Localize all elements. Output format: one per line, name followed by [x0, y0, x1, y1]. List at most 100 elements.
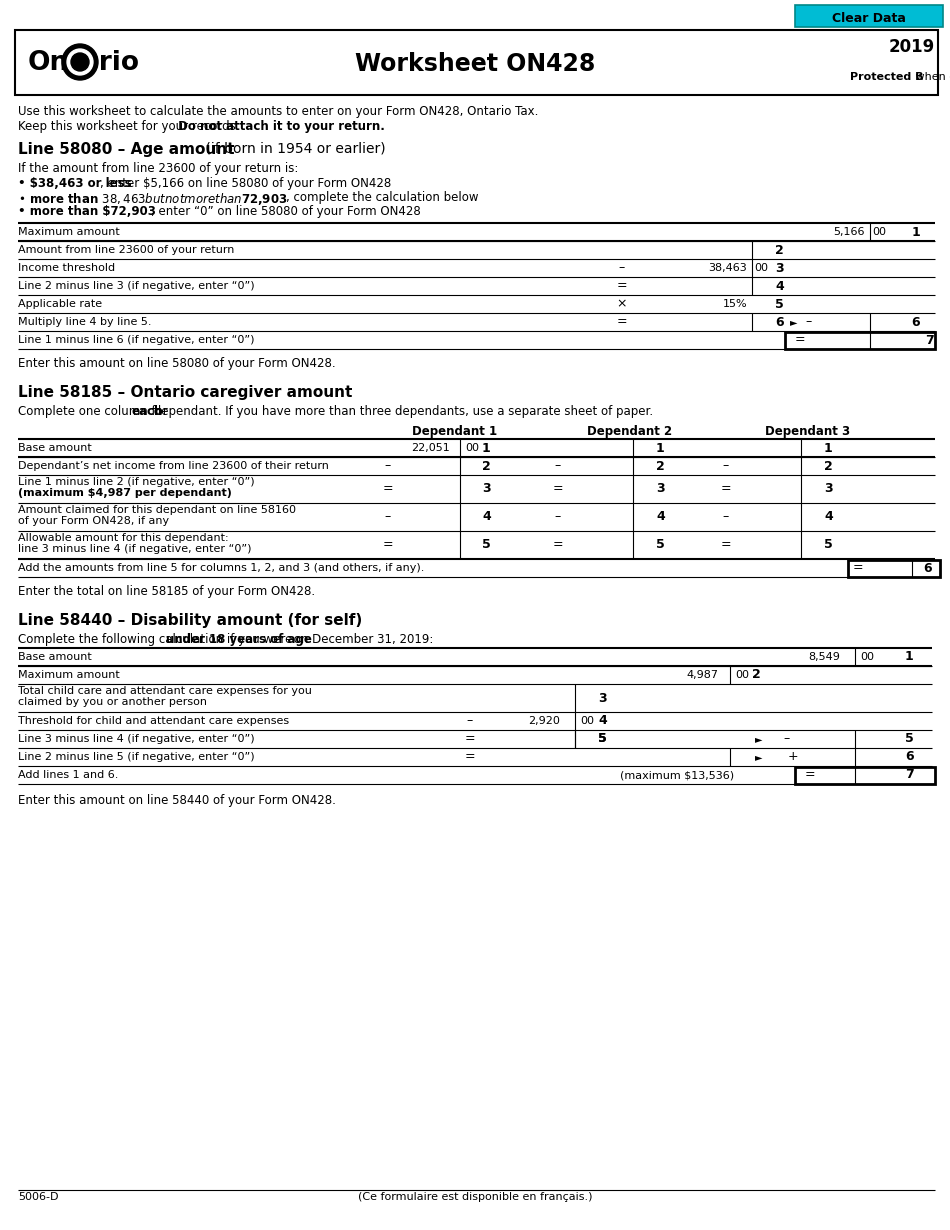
Text: Protected B: Protected B — [850, 73, 923, 82]
Text: =: = — [383, 482, 393, 496]
Text: Line 58080 – Age amount: Line 58080 – Age amount — [18, 141, 235, 157]
Text: 00: 00 — [465, 443, 479, 453]
Bar — [848, 560, 940, 577]
Text: 3: 3 — [598, 691, 607, 705]
Text: of your Form ON428, if any: of your Form ON428, if any — [18, 517, 169, 526]
Text: –: – — [555, 510, 561, 524]
Text: =: = — [553, 539, 563, 551]
Text: 2: 2 — [824, 460, 833, 472]
Bar — [795, 5, 943, 27]
Text: –: – — [385, 510, 391, 524]
Text: 3: 3 — [824, 482, 832, 496]
Text: Line 58440 – Disability amount (for self): Line 58440 – Disability amount (for self… — [18, 613, 362, 629]
Text: each: each — [131, 405, 162, 418]
Text: 2: 2 — [656, 460, 665, 472]
Text: Dependant 1: Dependant 1 — [412, 426, 498, 438]
Text: –: – — [783, 733, 789, 745]
Text: =: = — [721, 482, 732, 496]
Text: Amount claimed for this dependant on line 58160: Amount claimed for this dependant on lin… — [18, 506, 296, 515]
Text: 2019: 2019 — [889, 38, 935, 57]
Text: Worksheet ON428: Worksheet ON428 — [354, 52, 596, 76]
Text: =: = — [465, 750, 475, 764]
Text: –: – — [723, 460, 730, 472]
Text: when completed: when completed — [912, 73, 950, 82]
Text: =: = — [617, 316, 627, 328]
Text: ×: × — [617, 298, 627, 310]
Text: , enter $5,166 on line 58080 of your Form ON428: , enter $5,166 on line 58080 of your For… — [100, 177, 391, 189]
Text: =: = — [853, 562, 864, 574]
Text: 5: 5 — [905, 733, 914, 745]
Text: 38,463: 38,463 — [709, 263, 747, 273]
Text: under 18 years of age: under 18 years of age — [166, 633, 312, 646]
Text: • more than $38,463 but not more than $72,903: • more than $38,463 but not more than $7… — [18, 191, 288, 207]
Text: –: – — [385, 460, 391, 472]
Text: Dependant 2: Dependant 2 — [587, 426, 673, 438]
Text: Total child care and attendant care expenses for you: Total child care and attendant care expe… — [18, 686, 312, 696]
Text: 5,166: 5,166 — [833, 228, 865, 237]
Text: Add the amounts from line 5 for columns 1, 2, and 3 (and others, if any).: Add the amounts from line 5 for columns … — [18, 563, 425, 573]
Text: ►: ► — [790, 317, 797, 327]
Text: 1: 1 — [824, 442, 833, 455]
Text: 6: 6 — [911, 316, 920, 328]
Text: Maximum amount: Maximum amount — [18, 228, 120, 237]
Text: 22,051: 22,051 — [411, 443, 450, 453]
Text: 15%: 15% — [722, 299, 747, 309]
Text: =: = — [617, 279, 627, 293]
Text: 6: 6 — [775, 316, 784, 328]
Text: Clear Data: Clear Data — [832, 12, 906, 26]
Circle shape — [67, 49, 93, 75]
Text: 2: 2 — [482, 460, 491, 472]
Text: =: = — [553, 482, 563, 496]
Text: Complete one column for: Complete one column for — [18, 405, 172, 418]
Text: Allowable amount for this dependant:: Allowable amount for this dependant: — [18, 533, 229, 542]
Text: 3: 3 — [656, 482, 665, 496]
Text: 2: 2 — [775, 244, 784, 257]
Text: 3: 3 — [482, 482, 490, 496]
Text: Line 58185 – Ontario caregiver amount: Line 58185 – Ontario caregiver amount — [18, 385, 352, 400]
Text: Maximum amount: Maximum amount — [18, 670, 120, 680]
Text: 1: 1 — [911, 225, 920, 239]
Text: , enter “0” on line 58080 of your Form ON428: , enter “0” on line 58080 of your Form O… — [151, 205, 421, 218]
Circle shape — [71, 53, 89, 71]
Text: =: = — [721, 539, 732, 551]
Text: –: – — [618, 262, 625, 274]
Text: 00: 00 — [735, 670, 749, 680]
Text: Base amount: Base amount — [18, 443, 92, 453]
Text: Enter the total on line 58185 of your Form ON428.: Enter the total on line 58185 of your Fo… — [18, 585, 315, 598]
Text: 5: 5 — [775, 298, 784, 310]
Text: • $38,463 or less: • $38,463 or less — [18, 177, 132, 189]
Text: 5006-D: 5006-D — [18, 1192, 59, 1202]
Text: ►: ► — [755, 734, 763, 744]
Text: =: = — [805, 769, 816, 781]
Text: Ontario: Ontario — [28, 50, 140, 76]
Text: line 3 minus line 4 (if negative, enter “0”): line 3 minus line 4 (if negative, enter … — [18, 544, 252, 554]
Text: Multiply line 4 by line 5.: Multiply line 4 by line 5. — [18, 317, 151, 327]
Text: 1: 1 — [482, 442, 491, 455]
Text: =: = — [465, 733, 475, 745]
Text: Enter this amount on line 58440 of your Form ON428.: Enter this amount on line 58440 of your … — [18, 795, 336, 807]
Text: 00: 00 — [872, 228, 886, 237]
Text: If the amount from line 23600 of your return is:: If the amount from line 23600 of your re… — [18, 162, 298, 175]
Text: 7: 7 — [905, 769, 914, 781]
Text: Applicable rate: Applicable rate — [18, 299, 103, 309]
Text: on December 31, 2019:: on December 31, 2019: — [290, 633, 433, 646]
Bar — [15, 30, 938, 95]
Text: Dependant’s net income from line 23600 of their return: Dependant’s net income from line 23600 o… — [18, 461, 329, 471]
Text: 2: 2 — [752, 668, 761, 681]
Text: 4: 4 — [775, 279, 784, 293]
Text: (Ce formulaire est disponible en français.): (Ce formulaire est disponible en françai… — [358, 1192, 592, 1202]
Text: Enter this amount on line 58080 of your Form ON428.: Enter this amount on line 58080 of your … — [18, 357, 335, 370]
Text: –: – — [723, 510, 730, 524]
Text: 3: 3 — [775, 262, 784, 274]
Text: Line 3 minus line 4 (if negative, enter “0”): Line 3 minus line 4 (if negative, enter … — [18, 734, 255, 744]
Text: Line 1 minus line 2 (if negative, enter “0”): Line 1 minus line 2 (if negative, enter … — [18, 477, 255, 487]
Text: Line 2 minus line 3 (if negative, enter “0”): Line 2 minus line 3 (if negative, enter … — [18, 280, 255, 292]
Text: 6: 6 — [905, 750, 914, 764]
Text: =: = — [795, 333, 806, 347]
Text: 00: 00 — [754, 263, 768, 273]
Text: Threshold for child and attendant care expenses: Threshold for child and attendant care e… — [18, 716, 289, 726]
Text: =: = — [383, 539, 393, 551]
Text: 4,987: 4,987 — [686, 670, 718, 680]
Text: Base amount: Base amount — [18, 652, 92, 662]
Text: (if born in 1954 or earlier): (if born in 1954 or earlier) — [201, 141, 386, 156]
